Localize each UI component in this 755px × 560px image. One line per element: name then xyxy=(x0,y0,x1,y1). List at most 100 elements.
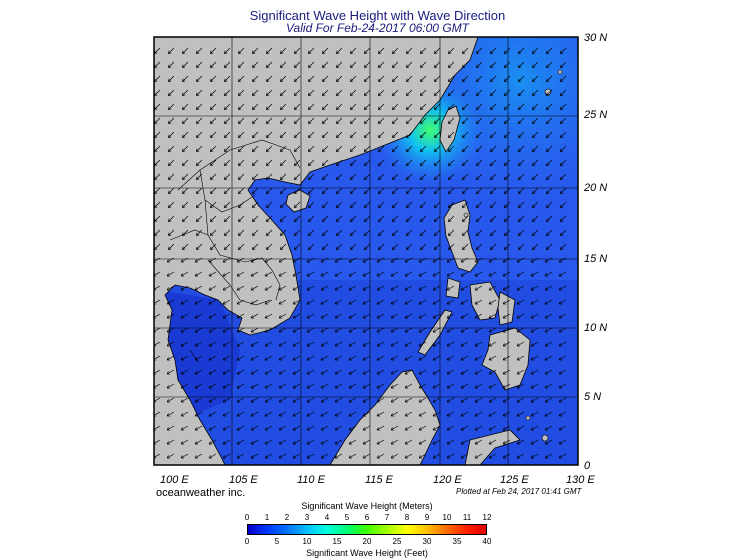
wave-arrow xyxy=(222,369,231,375)
wave-arrow xyxy=(448,75,455,82)
wave-arrow xyxy=(558,411,567,417)
wave-arrow xyxy=(390,411,399,417)
wave-arrow xyxy=(504,159,511,166)
wave-arrow xyxy=(502,299,511,305)
wave-arrow xyxy=(392,201,399,208)
wave-arrow xyxy=(194,369,203,375)
wave-arrow xyxy=(320,355,329,361)
wave-arrow xyxy=(490,131,497,138)
wave-arrow xyxy=(432,355,441,361)
wave-arrow xyxy=(166,341,175,347)
wave-arrow xyxy=(208,369,217,375)
wave-arrow xyxy=(294,187,301,194)
wave-arrow xyxy=(280,243,287,250)
wave-arrow xyxy=(362,411,371,417)
wave-arrow xyxy=(222,397,231,403)
wave-arrow xyxy=(392,117,399,124)
wave-arrow xyxy=(462,159,469,166)
wave-arrow xyxy=(378,215,385,222)
wave-arrow xyxy=(504,229,511,236)
wave-arrow xyxy=(420,47,427,54)
wave-arrow xyxy=(238,229,245,236)
wave-arrow xyxy=(546,75,553,82)
wave-arrow xyxy=(236,453,245,459)
wave-arrow xyxy=(390,425,399,431)
wave-arrow xyxy=(502,411,511,417)
land-luzon xyxy=(443,199,479,273)
wave-arrow xyxy=(334,453,343,459)
wave-arrow xyxy=(308,201,315,208)
wave-arrow xyxy=(488,341,497,347)
wave-arrow xyxy=(476,173,483,180)
colorbar-meter-tick: 9 xyxy=(424,513,430,522)
wave-arrow xyxy=(434,103,441,110)
wave-arrow xyxy=(280,145,287,152)
wave-arrow xyxy=(490,75,497,82)
wave-arrow xyxy=(294,201,301,208)
wave-arrow xyxy=(432,327,441,333)
wave-arrow xyxy=(460,271,469,277)
wave-arrow xyxy=(558,257,567,263)
wave-arrow xyxy=(336,89,343,96)
wave-arrow xyxy=(238,243,245,250)
wave-arrow xyxy=(392,47,399,54)
wave-arrow xyxy=(294,47,301,54)
lat-label: 20 N xyxy=(584,182,608,194)
wave-arrow xyxy=(238,61,245,68)
wave-arrow xyxy=(222,439,231,445)
wave-arrow xyxy=(280,159,287,166)
wave-arrow xyxy=(448,103,455,110)
wave-arrow xyxy=(350,117,357,124)
wave-arrow xyxy=(448,215,455,222)
wave-arrow xyxy=(194,257,203,263)
wave-arrow xyxy=(210,145,217,152)
wave-arrow xyxy=(420,145,427,152)
wave-arrow xyxy=(250,341,259,347)
wave-arrow xyxy=(406,117,413,124)
wave-arrow xyxy=(560,187,567,194)
wave-arrow xyxy=(530,257,539,263)
wave-arrow xyxy=(420,229,427,236)
wave-direction-arrows xyxy=(154,47,567,459)
wave-arrow xyxy=(208,383,217,389)
wave-arrow xyxy=(308,173,315,180)
wave-arrow xyxy=(196,47,203,54)
wave-arrow xyxy=(378,201,385,208)
wave-arrow xyxy=(334,299,343,305)
wave-arrow xyxy=(390,439,399,445)
wave-arrow xyxy=(336,61,343,68)
wave-arrow xyxy=(420,75,427,82)
wave-arrow xyxy=(280,201,287,208)
wave-arrow xyxy=(490,229,497,236)
wave-arrow xyxy=(476,103,483,110)
colorbar-meter-tick: 3 xyxy=(304,513,310,522)
wave-arrow xyxy=(432,425,441,431)
wave-arrow xyxy=(222,327,231,333)
wave-arrow xyxy=(530,425,539,431)
wave-arrow xyxy=(278,341,287,347)
wave-arrow xyxy=(236,439,245,445)
wave-arrow xyxy=(196,243,203,250)
wave-arrow xyxy=(434,47,441,54)
wave-arrow xyxy=(504,103,511,110)
wave-arrow xyxy=(546,89,553,96)
colorbar-feet-tick: 25 xyxy=(392,537,402,546)
wave-arrow xyxy=(460,313,469,319)
wave-arrow xyxy=(308,159,315,166)
wave-arrow xyxy=(252,75,259,82)
lon-label: 120 E xyxy=(433,474,462,486)
wave-arrow xyxy=(406,173,413,180)
colorbar-feet-tick: 20 xyxy=(362,537,372,546)
map-subtitle: Valid For Feb-24-2017 06:00 GMT xyxy=(286,21,469,35)
wave-arrow xyxy=(292,425,301,431)
wave-arrow xyxy=(250,425,259,431)
wave-arrow xyxy=(320,341,329,347)
wave-arrow xyxy=(350,75,357,82)
wave-arrow xyxy=(546,201,553,208)
wave-arrow xyxy=(348,327,357,333)
wave-arrow xyxy=(196,61,203,68)
wave-arrow xyxy=(334,411,343,417)
wave-arrow xyxy=(490,215,497,222)
wave-arrow xyxy=(406,61,413,68)
wave-arrow xyxy=(182,117,189,124)
